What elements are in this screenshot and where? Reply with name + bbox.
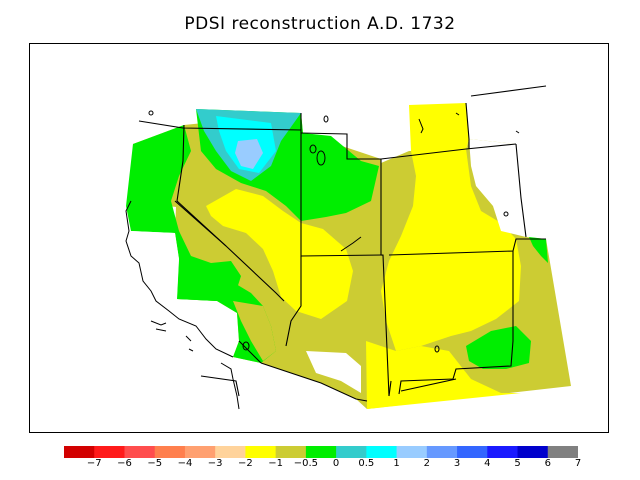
legend-tick-label: 3: [453, 458, 461, 469]
map-title: PDSI reconstruction A.D. 1732: [184, 14, 456, 34]
legend-swatch: [547, 446, 578, 458]
zone-green-nw: [126, 125, 241, 301]
legend-tick-label: 5: [514, 458, 521, 469]
legend-swatch: [336, 446, 367, 458]
legend-swatch: [426, 446, 458, 458]
legend-swatch: [215, 446, 246, 458]
legend-colorbar: [64, 446, 578, 458]
legend-swatch: [517, 446, 549, 458]
zone-blank-ne: [469, 139, 526, 237]
legend-tick-label: 6: [544, 458, 551, 469]
legend-swatch: [64, 446, 95, 458]
legend-tick-label: 7: [574, 458, 582, 469]
legend-swatch: [154, 446, 186, 458]
legend-tick-label: −2: [238, 458, 253, 469]
coastline: [125, 200, 240, 410]
legend-tick-label: −0.5: [293, 458, 319, 469]
zone-green-east: [529, 237, 548, 263]
zone-yellow-central: [206, 189, 353, 319]
legend-swatch: [396, 446, 428, 458]
legend-swatch: [457, 446, 488, 458]
legend-swatch: [124, 446, 156, 458]
pdsi-map: [125, 85, 571, 410]
legend-tick-labels: −7 −6 −5 −4 −3 −2 −1 −0.5 0 0.5 1 2 3 4 5 6 7: [0, 458, 640, 474]
zone-yellow-east: [381, 103, 521, 351]
legend-tick-label: −1: [268, 458, 284, 469]
legend-swatch: [275, 446, 307, 458]
legend-swatch: [366, 446, 398, 458]
legend-swatch: [184, 446, 216, 458]
zone-yellow-south: [366, 341, 521, 409]
legend-swatch: [94, 446, 125, 458]
legend-tick-label: −6: [117, 458, 132, 469]
legend-tick-label: −3: [207, 458, 223, 469]
legend-tick-label: 2: [423, 458, 430, 469]
legend-tick-label: −4: [177, 458, 193, 469]
map-frame: [29, 43, 609, 433]
zone-lightblue: [235, 139, 263, 169]
legend-tick-label: 0: [332, 458, 340, 469]
legend-tick-label: 1: [393, 458, 400, 469]
legend-swatch: [305, 446, 337, 458]
legend-tick-label: −7: [86, 458, 102, 469]
zone-olive-sw: [233, 301, 276, 361]
legend-tick-label: 4: [484, 458, 491, 469]
lakes: [148, 110, 520, 353]
legend-swatch: [487, 446, 519, 458]
zone-green-se: [466, 326, 531, 369]
zone-blank-desert: [306, 351, 361, 393]
state-borders: [138, 85, 547, 402]
legend-tick-label: −5: [147, 458, 163, 469]
legend-swatch: [245, 446, 277, 458]
zone-blank-ca: [131, 231, 179, 299]
legend-tick-label: 0.5: [358, 458, 375, 469]
